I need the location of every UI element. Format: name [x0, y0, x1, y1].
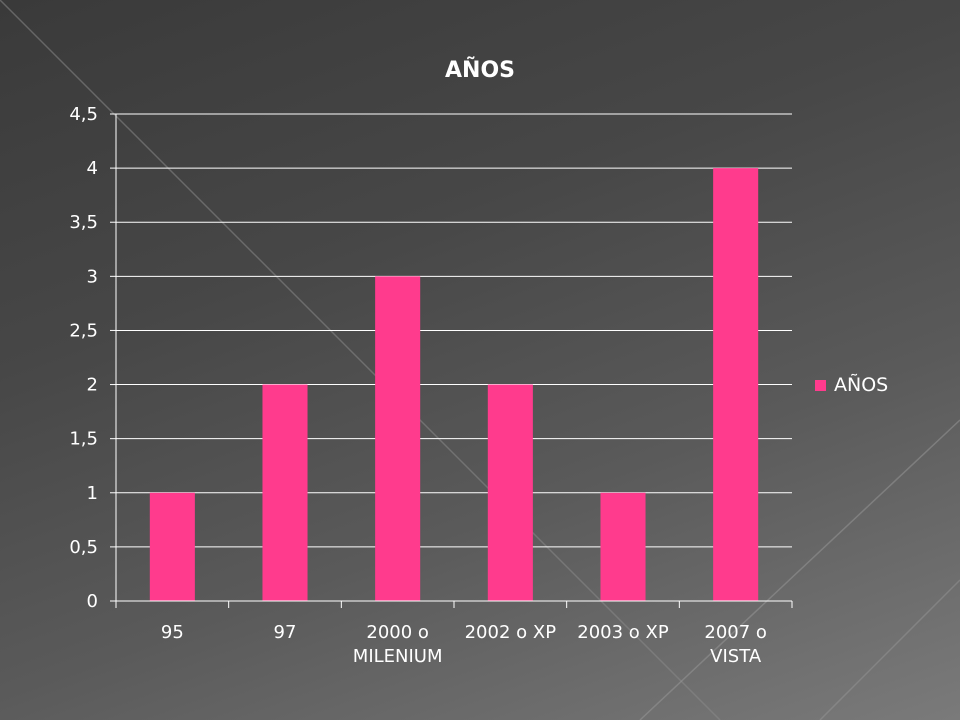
x-tick-label: VISTA: [710, 646, 762, 667]
legend: AÑOS: [815, 374, 888, 396]
y-tick-label: 1: [87, 483, 98, 504]
y-tick-labels: 0 0,5 1 1,5 2 2,5 3 3,5 4 4,5: [69, 104, 98, 612]
x-tick-label: 2003 o XP: [577, 622, 669, 643]
legend-swatch: [815, 379, 826, 391]
x-tick-label: 2007 o: [704, 622, 767, 643]
y-tick-label: 3: [87, 266, 98, 287]
y-tick-label: 2,5: [69, 320, 98, 341]
x-tick-labels: 95 97 2000 o MILENIUM 2002 o XP 2003 o XP 2007…: [161, 622, 767, 667]
x-tick-label: 97: [274, 622, 297, 643]
y-tick-label: 4,5: [69, 104, 98, 125]
bar: [262, 384, 308, 601]
y-tick-label: 2: [87, 375, 98, 396]
x-tick-label: 2002 o XP: [465, 622, 557, 643]
bar: [375, 276, 421, 601]
x-tick-label: 95: [161, 622, 184, 643]
y-tick-label: 1,5: [69, 429, 98, 450]
y-tick-label: 3,5: [69, 212, 98, 233]
chart-title: AÑOS: [445, 58, 515, 83]
x-tick-label: 2000 o: [366, 622, 429, 643]
y-tick-label: 4: [87, 158, 98, 179]
bar: [487, 384, 533, 601]
bar: [713, 168, 759, 601]
axes: [115, 114, 793, 608]
grid-lines: [110, 113, 792, 602]
bars: [149, 168, 759, 601]
bar: [600, 492, 646, 601]
y-tick-label: 0,5: [69, 537, 98, 558]
legend-label: AÑOS: [834, 374, 889, 396]
x-tick-label: MILENIUM: [353, 646, 443, 667]
y-tick-label: 0: [87, 591, 98, 612]
bar: [149, 492, 195, 601]
